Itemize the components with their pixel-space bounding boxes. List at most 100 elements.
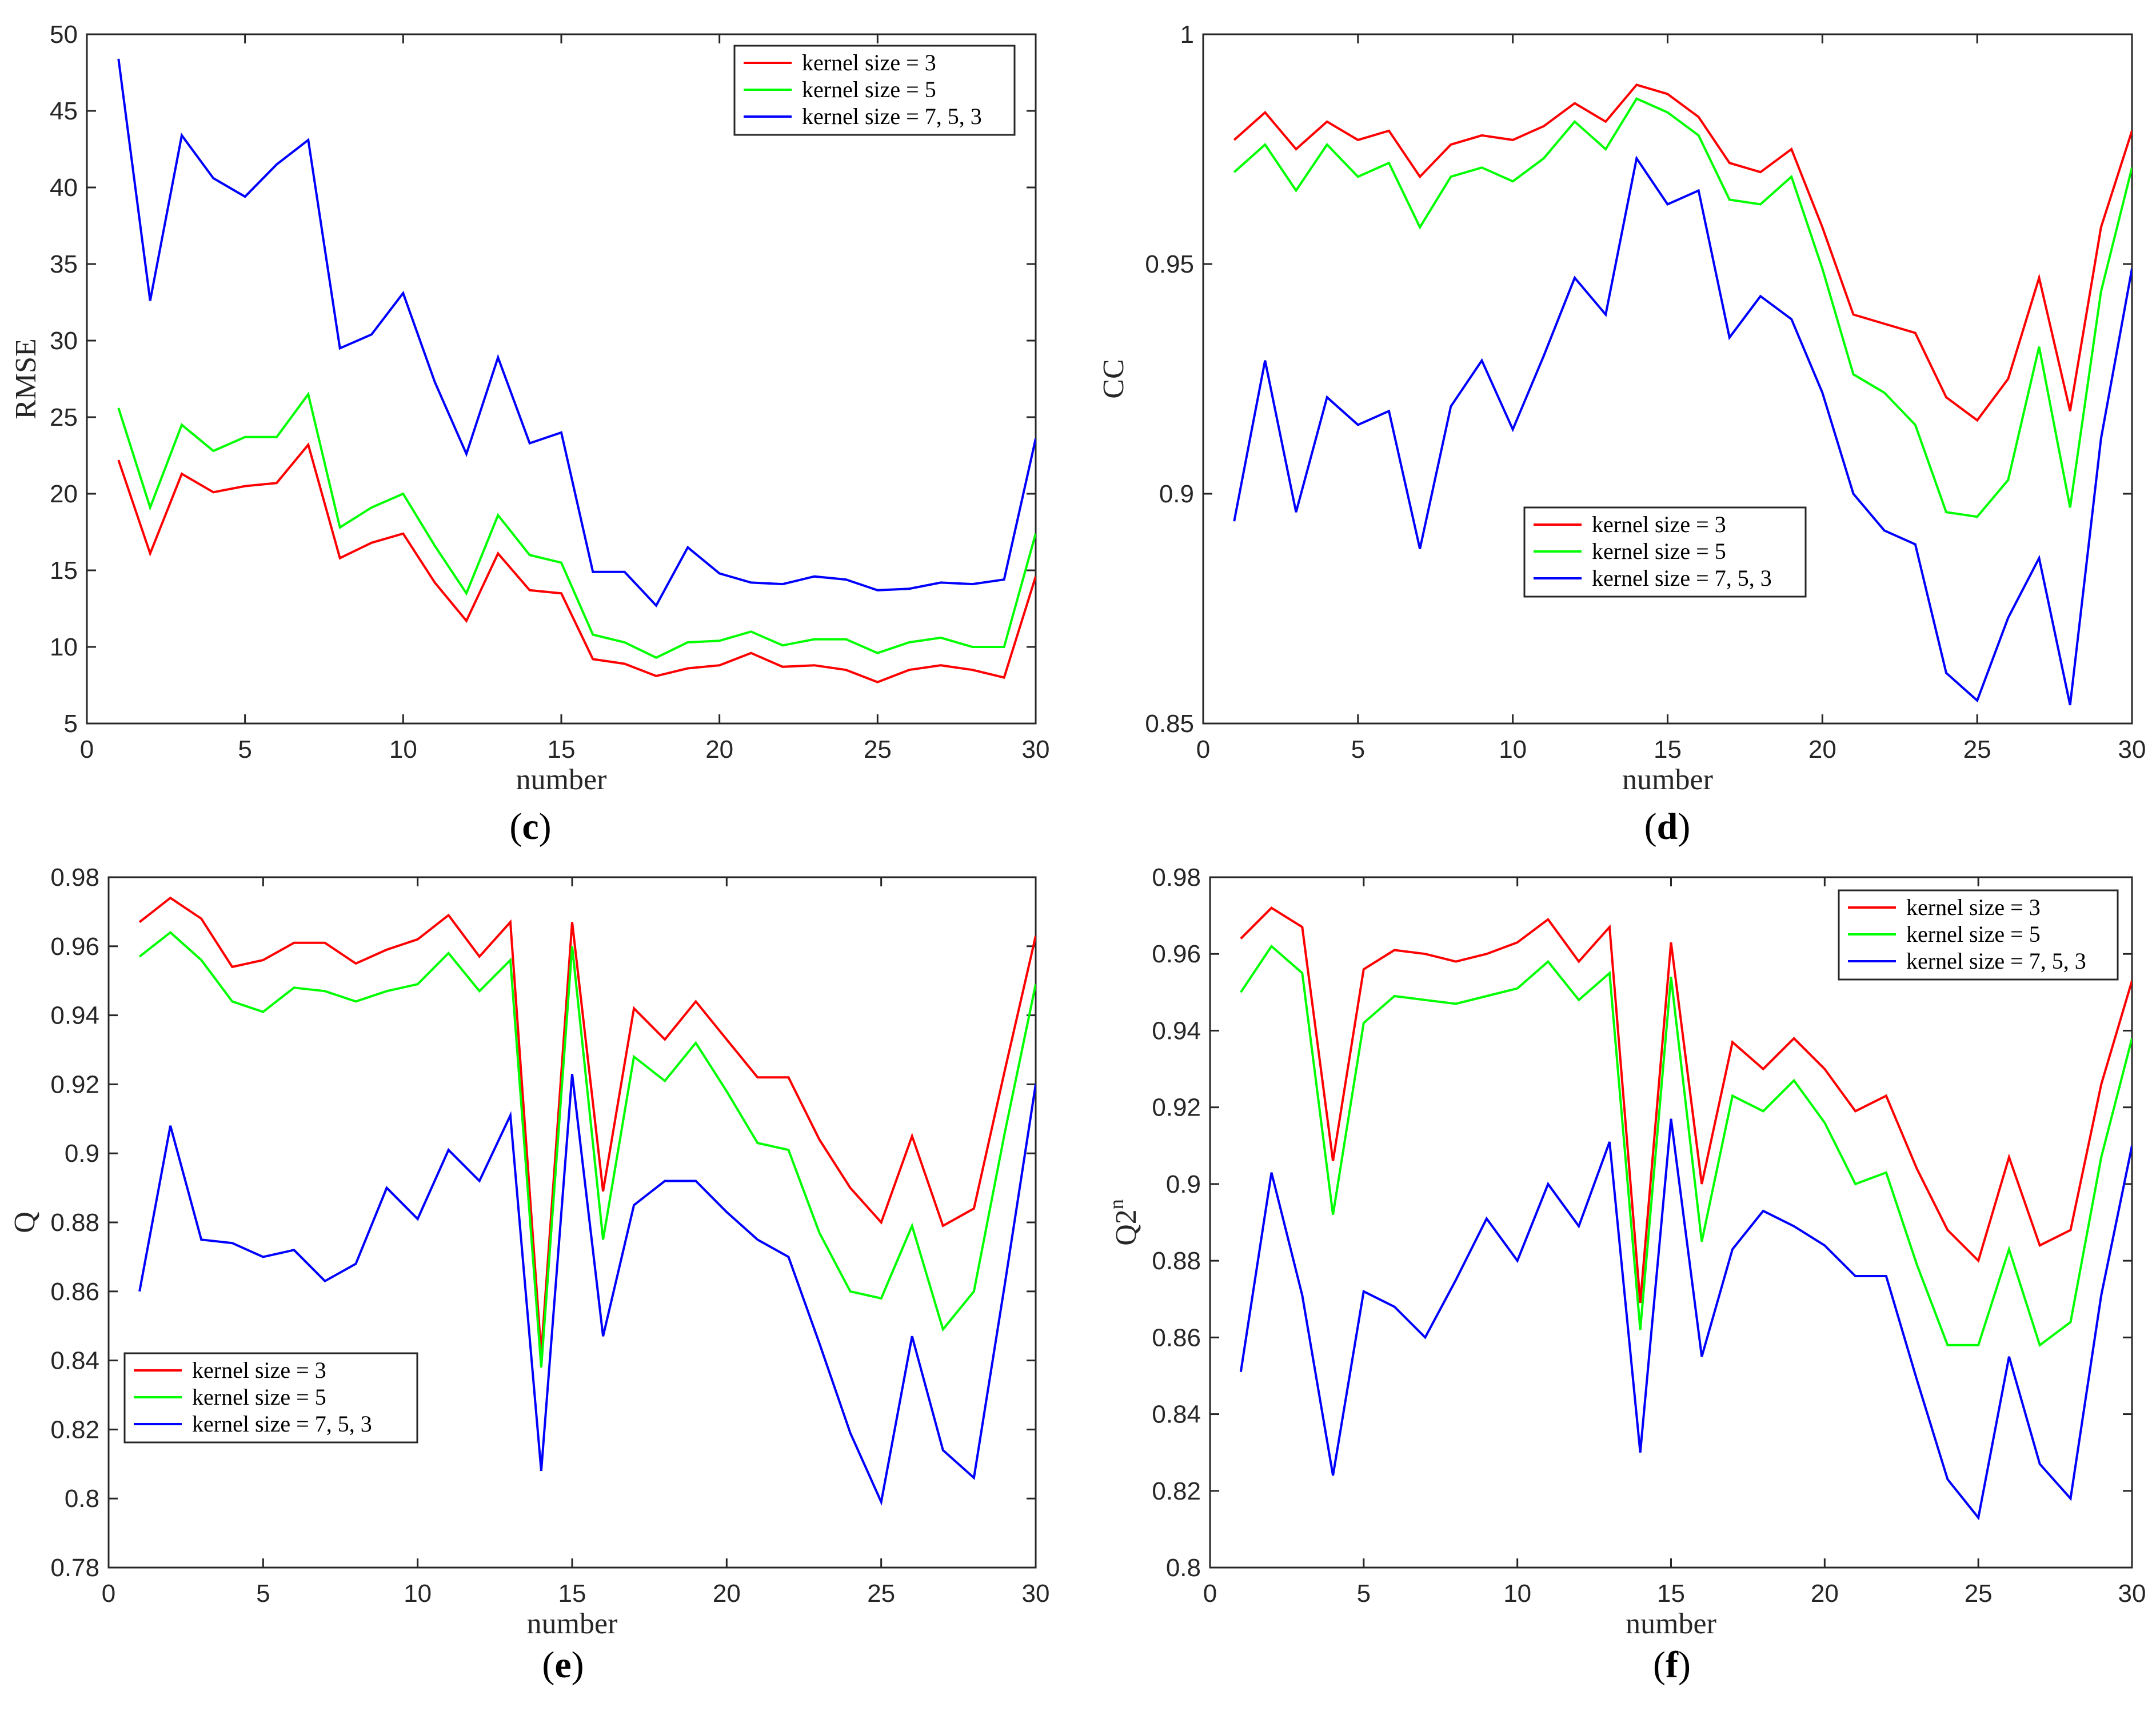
x-tick-label-f: 10 — [1503, 1580, 1531, 1608]
y-tick-label-c: 5 — [64, 710, 78, 738]
x-tick-label-f: 30 — [2118, 1580, 2146, 1608]
x-axis-label-d: number — [1622, 763, 1713, 796]
y-tick-label-c: 10 — [50, 633, 78, 661]
y-axis-label-c: RMSE — [10, 338, 42, 419]
plot-frame-c — [86, 33, 1037, 725]
x-tick-label-d: 5 — [1351, 735, 1365, 763]
x-tick-label-d: 25 — [1963, 735, 1991, 763]
y-tick-label-c: 25 — [50, 403, 78, 431]
x-tick-label-f: 15 — [1657, 1580, 1685, 1608]
series-line-d-0 — [1233, 83, 2132, 422]
panel-d: 0 5 10 15 20 25 30 0.85 0.9 0.95 1 number CC kernel s… — [1097, 21, 2146, 847]
legend-entry-e-1: kernel size = 5 — [192, 1384, 326, 1410]
y-tick-label-d: 1 — [1180, 21, 1194, 49]
legend-entry-d-1: kernel size = 5 — [1592, 538, 1726, 564]
y-tick-label-e: 0.84 — [50, 1347, 99, 1375]
y-tick-label-c: 15 — [50, 557, 78, 585]
legend-entry-c-2: kernel size = 7, 5, 3 — [802, 103, 982, 129]
y-tick-label-f: 0.84 — [1152, 1401, 1201, 1429]
y-tick-label-d: 0.95 — [1145, 250, 1194, 278]
y-tick-label-e: 0.9 — [65, 1140, 99, 1168]
y-tick-label-e: 0.98 — [50, 864, 99, 892]
x-tick-label-c: 20 — [705, 735, 733, 763]
y-tick-label-e: 0.88 — [50, 1209, 99, 1237]
series-line-d-2 — [1233, 155, 2132, 706]
y-tick-label-e: 0.92 — [50, 1070, 99, 1098]
x-axis-label-f: number — [1626, 1608, 1716, 1640]
x-tick-label-c: 5 — [238, 735, 251, 763]
x-tick-label-f: 25 — [1965, 1580, 1993, 1608]
plot-frame-d — [1202, 33, 2133, 725]
series-line-d-1 — [1233, 97, 2132, 518]
x-tick-label-e: 25 — [867, 1580, 895, 1608]
y-tick-label-f: 0.92 — [1152, 1094, 1201, 1122]
y-tick-label-f: 0.9 — [1166, 1170, 1201, 1198]
panel-f: 0 5 10 15 20 25 30 0.8 0.82 0.84 0.86 0.88 0.9 0.92 0.… — [1105, 864, 2146, 1686]
y-tick-label-e: 0.78 — [50, 1554, 99, 1582]
x-tick-label-d: 15 — [1654, 735, 1682, 763]
x-tick-label-f: 20 — [1811, 1580, 1839, 1608]
y-tick-label-c: 50 — [50, 21, 78, 49]
x-tick-label-f: 0 — [1203, 1580, 1217, 1608]
y-tick-label-f: 0.98 — [1152, 864, 1201, 892]
series-line-f-0 — [1240, 906, 2132, 1304]
legend-entry-f-2: kernel size = 7, 5, 3 — [1906, 948, 2086, 974]
x-tick-label-d: 0 — [1196, 735, 1210, 763]
x-tick-label-d: 20 — [1808, 735, 1836, 763]
panel-label-f: (f) — [1653, 1644, 1691, 1686]
series-line-c-0 — [117, 442, 1036, 683]
y-tick-label-f: 0.94 — [1152, 1017, 1201, 1045]
y-tick-label-f: 0.86 — [1152, 1324, 1201, 1352]
legend-entry-d-0: kernel size = 3 — [1592, 511, 1726, 537]
y-axis-label-e: Q — [9, 1212, 41, 1233]
x-tick-label-c: 30 — [1022, 735, 1050, 763]
y-axis-label-d: CC — [1097, 359, 1130, 398]
x-tick-label-e: 20 — [713, 1580, 741, 1608]
x-tick-label-e: 0 — [102, 1580, 115, 1608]
legend-entry-c-1: kernel size = 5 — [802, 77, 936, 102]
y-tick-label-c: 20 — [50, 480, 78, 508]
legend-entry-d-2: kernel size = 7, 5, 3 — [1592, 565, 1772, 591]
x-tick-label-c: 10 — [389, 735, 417, 763]
y-tick-label-c: 40 — [50, 174, 78, 202]
y-axis-label-superscript-f: n — [1105, 1199, 1128, 1209]
panel-e: 0 5 10 15 20 25 30 0.78 0.8 0.82 0.84 0.86 0.88 0.9 0.… — [9, 864, 1049, 1686]
panel-label-e: (e) — [542, 1644, 584, 1686]
y-tick-label-d: 0.85 — [1145, 710, 1194, 738]
panel-c: 0 5 10 15 20 25 305101520253035404550numberRMS… — [10, 21, 1049, 847]
series-line-c-1 — [117, 391, 1036, 659]
y-tick-label-e: 0.82 — [50, 1416, 99, 1444]
x-tick-label-e: 30 — [1022, 1580, 1050, 1608]
legend-entry-f-0: kernel size = 3 — [1906, 894, 2041, 920]
y-tick-label-c: 30 — [50, 327, 78, 355]
legend-entry-c-0: kernel size = 3 — [802, 50, 936, 75]
y-tick-label-c: 45 — [50, 97, 78, 125]
x-tick-label-e: 10 — [404, 1580, 432, 1608]
legend-entry-e-2: kernel size = 7, 5, 3 — [192, 1411, 372, 1437]
legend-entry-e-0: kernel size = 3 — [192, 1357, 326, 1383]
x-tick-label-d: 10 — [1499, 735, 1527, 763]
x-tick-label-e: 15 — [558, 1580, 586, 1608]
x-axis-label-c: number — [516, 763, 607, 796]
y-tick-label-f: 0.8 — [1166, 1554, 1201, 1582]
series-line-f-2 — [1239, 1118, 2132, 1521]
y-tick-label-c: 35 — [50, 250, 78, 278]
y-tick-label-f: 0.96 — [1152, 940, 1201, 968]
x-axis-label-e: number — [527, 1608, 618, 1640]
y-tick-label-e: 0.8 — [65, 1485, 99, 1513]
y-axis-label-f: Q2n — [1105, 1199, 1143, 1246]
series-line-c-2 — [117, 58, 1036, 607]
panel-label-c: (c) — [509, 806, 551, 847]
x-tick-label-d: 30 — [2118, 735, 2146, 763]
y-tick-label-d: 0.9 — [1159, 480, 1194, 508]
x-tick-label-e: 5 — [256, 1580, 270, 1608]
panel-label-d: (d) — [1644, 806, 1691, 847]
y-tick-label-f: 0.82 — [1152, 1477, 1201, 1505]
x-tick-label-c: 15 — [548, 735, 576, 763]
series-line-e-0 — [138, 896, 1036, 1354]
y-tick-label-e: 0.94 — [50, 1002, 99, 1030]
